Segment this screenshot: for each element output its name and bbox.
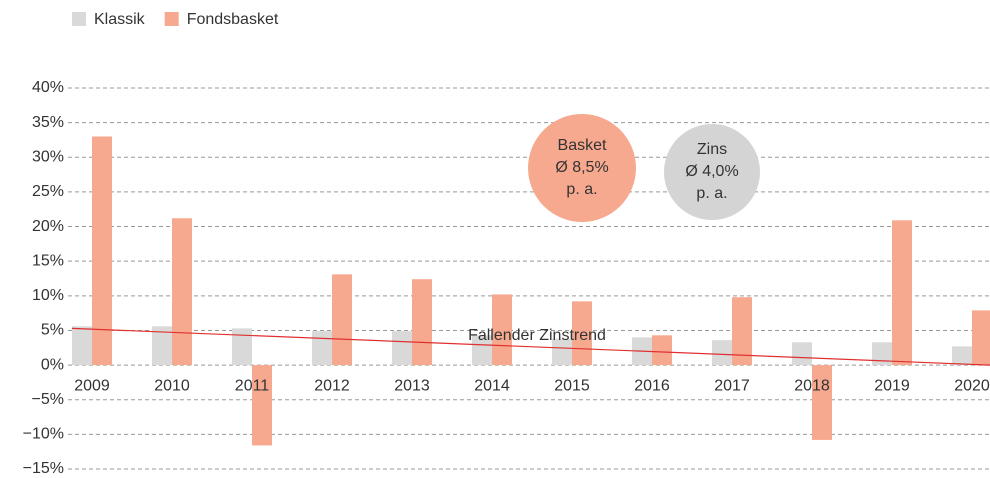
y-tick-label: 15% [32,252,64,269]
annotation-circle [664,124,760,220]
bar [812,365,832,440]
legend-label: Klassik [94,11,146,28]
y-tick-label: 0% [41,356,64,373]
x-tick-label: 2016 [634,377,670,394]
bar [892,220,912,366]
x-tick-label: 2013 [394,377,430,394]
bar [652,335,672,366]
y-tick-label: 35% [32,114,64,131]
y-tick-label: 5% [41,322,64,339]
legend-swatch [164,12,179,26]
bar [952,346,972,366]
x-tick-label: 2011 [235,377,270,394]
x-tick-label: 2012 [314,377,350,394]
bar [552,338,572,366]
y-tick-label: 10% [32,287,64,304]
bar [332,274,352,366]
y-tick-label: 20% [32,218,64,235]
bar [312,331,332,366]
bar [72,326,92,366]
annotation-text: p. a. [696,185,727,202]
bar [172,218,192,366]
x-tick-label: 2018 [794,377,830,394]
annotation-text: Ø 4,0% [685,163,738,180]
annotation-circle [528,114,636,222]
trend-line [71,327,990,366]
y-tick-label: −10% [23,426,64,443]
bar [492,294,512,366]
x-tick-label: 2020 [954,377,990,394]
annotation-text: Basket [558,137,607,154]
y-tick-label: 40% [32,79,64,96]
x-tick-label: 2014 [474,377,510,394]
trend-label: Fallender Zinstrend [468,327,606,344]
y-tick-label: −15% [23,460,64,477]
bar [252,365,272,446]
bar [392,331,412,366]
x-tick-label: 2010 [154,377,190,394]
bar [472,335,492,366]
x-tick-label: 2015 [554,377,590,394]
bar [92,136,112,366]
bar [872,342,892,366]
y-tick-label: 30% [32,148,64,165]
y-tick-label: −5% [32,391,64,408]
x-tick-label: 2017 [714,377,750,394]
bar [972,310,990,366]
bar [792,342,812,366]
legend-swatch [72,12,86,26]
bar [712,340,732,366]
y-tick-label: 25% [32,183,64,200]
legend-label: Fondsbasket [187,11,279,28]
bar [232,328,252,366]
annotation-text: p. a. [566,181,597,198]
annotation-text: Ø 8,5% [555,159,608,176]
bar [152,326,172,366]
bar [732,297,752,366]
bar [412,279,432,366]
x-tick-label: 2009 [74,377,110,394]
x-tick-label: 2019 [874,377,910,394]
annotation-text: Zins [697,141,727,158]
